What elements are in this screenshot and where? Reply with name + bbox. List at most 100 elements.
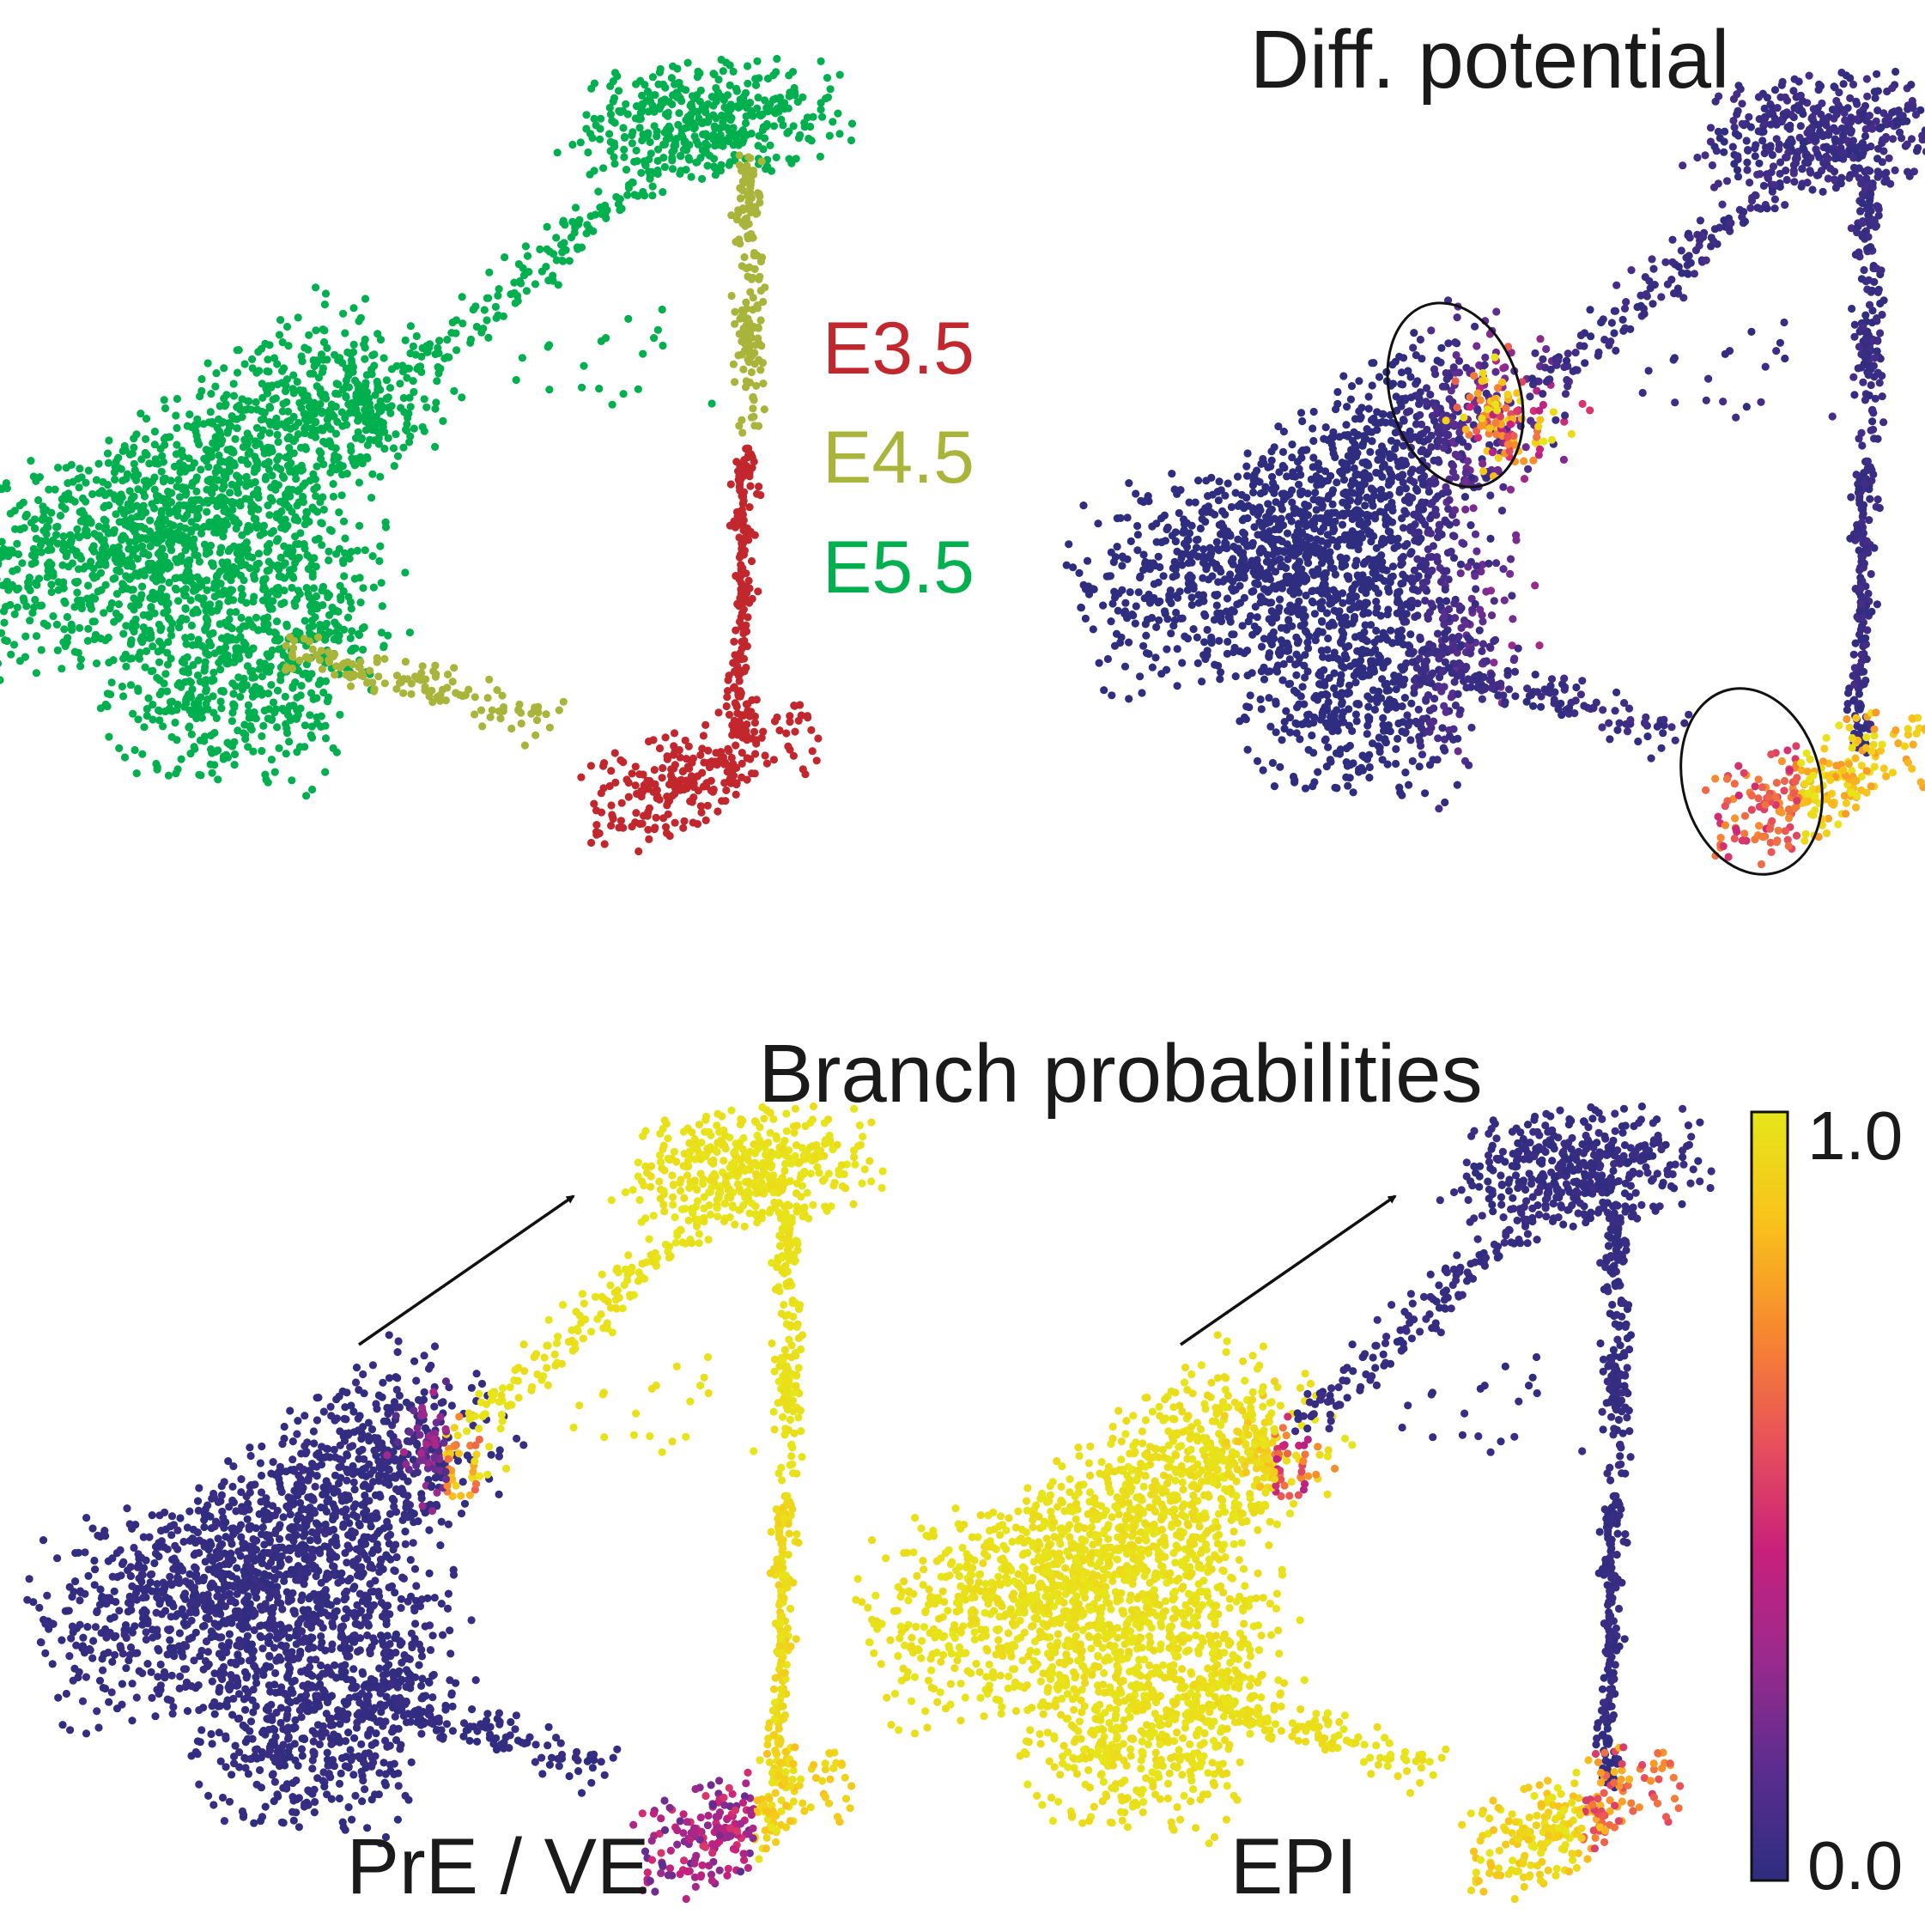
diff-potential-point [1185,498,1193,507]
diff-potential-point [1099,601,1108,610]
timepoint-point [729,360,738,368]
timepoint-point [638,91,647,100]
timepoint-point [66,531,75,539]
timepoint-point [495,285,503,294]
timepoint-point [273,360,282,368]
timepoint-point [555,706,563,714]
timepoint-point [790,83,799,93]
timepoint-point [203,586,211,595]
diff-potential-point [1319,546,1327,555]
diff-potential-point [1167,598,1175,608]
diff-potential-point [1226,570,1235,579]
timepoint-point [753,57,762,65]
timepoint-point [294,313,302,322]
timepoint-point [659,341,667,350]
timepoint-point [289,564,298,573]
timepoint-point [253,489,262,498]
diff-potential-point [1126,537,1135,546]
timepoint-point [185,410,194,419]
diff-potential-point [1413,555,1422,563]
diff-potential-point [1224,479,1232,488]
timepoint-point [149,642,157,651]
timepoint-point [42,530,51,538]
timepoint-point [190,700,198,708]
timepoint-point [174,597,183,605]
timepoint-point [259,721,268,731]
timepoint-point [117,465,125,473]
timepoint-point [638,787,647,796]
timepoint-point [418,422,427,431]
timepoint-point [105,732,113,741]
timepoint-point [160,434,168,443]
timepoint-point [66,539,75,548]
timepoint-point [380,679,389,688]
diff-potential-point [1148,663,1157,671]
timepoint-point [663,801,671,810]
timepoint-point [327,400,336,409]
diff-potential-point [1482,389,1491,398]
timepoint-point [0,581,7,590]
timepoint-point [233,415,241,423]
diff-potential-point [1377,551,1386,560]
timepoint-point [202,603,210,611]
timepoint-point [220,507,228,516]
timepoint-point [638,100,647,109]
diff-potential-point [1227,502,1236,512]
timepoint-point [149,588,157,597]
timepoint-point [167,489,176,497]
timepoint-point [711,171,720,179]
timepoint-point [313,382,321,391]
timepoint-point [133,555,142,563]
diff-potential-point [1233,600,1242,609]
timepoint-point [314,680,323,689]
timepoint-point [112,510,120,519]
timepoint-point [755,190,763,198]
diff-potential-point [1173,645,1181,653]
timepoint-point [74,596,82,605]
diff-potential-point [1311,636,1320,645]
timepoint-point [737,711,745,720]
timepoint-point [264,465,274,474]
timepoint-point [669,764,678,773]
timepoint-point [101,559,110,568]
timepoint-point [49,536,58,544]
diff-potential-point [1328,536,1337,544]
timepoint-point [384,434,392,442]
timepoint-point [747,769,756,778]
timepoint-point [160,679,168,688]
timepoint-point [237,585,246,593]
timepoint-point [628,139,637,148]
timepoint-point [814,734,823,743]
timepoint-point [659,98,668,107]
timepoint-point [264,566,273,574]
timepoint-point [301,410,310,419]
timepoint-point [610,69,620,77]
diff-potential-point [1131,619,1139,628]
timepoint-point [248,692,258,702]
diff-potential-point [1136,574,1145,582]
timepoint-point [154,647,162,656]
timepoint-point [750,712,760,720]
timepoint-point [769,122,779,131]
timepoint-point [234,673,243,682]
timepoint-point [237,613,246,623]
timepoint-point [759,727,768,736]
diff-potential-point [1368,562,1376,570]
diff-potential-point [1224,613,1233,622]
diff-potential-point [1224,637,1232,647]
timepoint-point [228,498,236,507]
diff-potential-point [1183,535,1192,544]
timepoint-point [349,340,358,349]
timepoint-point [817,57,825,65]
timepoint-point [478,722,487,731]
timepoint-point [234,726,242,735]
timepoint-point [215,415,223,423]
timepoint-point [284,342,293,350]
timepoint-point [458,393,466,402]
diff-potential-point [1300,510,1309,519]
diff-potential-point [1239,549,1248,557]
diff-potential-point [1081,614,1090,623]
timepoint-point [599,762,608,770]
timepoint-point [159,477,168,486]
timepoint-point [301,343,309,352]
